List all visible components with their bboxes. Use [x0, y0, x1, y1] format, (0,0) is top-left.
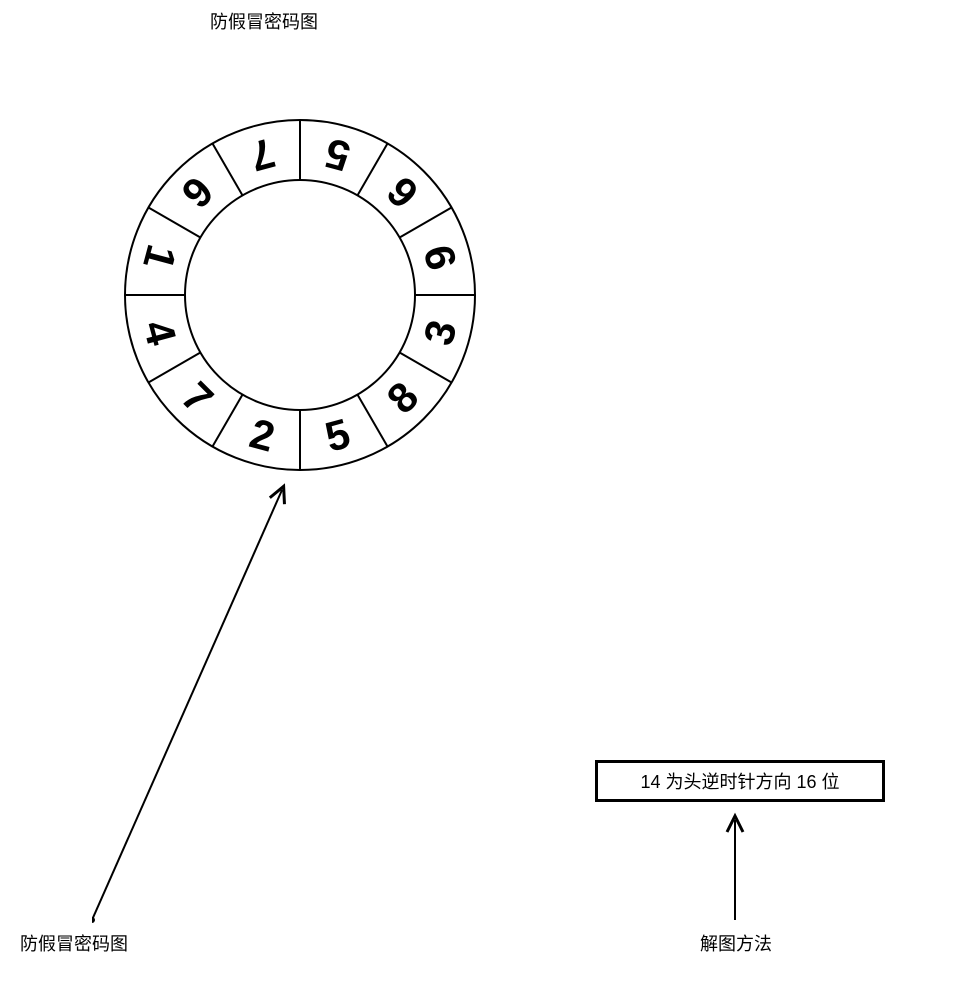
wheel-digit: 7 [245, 129, 280, 180]
inner-circle [185, 180, 415, 410]
segment-divider [358, 395, 388, 447]
wheel-digit: 4 [134, 315, 186, 350]
segment-divider [213, 143, 243, 195]
label-wheel: 防假冒密码图 [20, 930, 128, 956]
segment-divider [400, 353, 452, 383]
segment-dividers [125, 120, 475, 470]
segment-divider [213, 395, 243, 447]
label-method: 解图方法 [700, 930, 772, 956]
segment-divider [148, 208, 200, 238]
segment-divider [358, 143, 388, 195]
wheel-digit: 9 [414, 240, 465, 275]
wheel-digit: 8 [378, 373, 428, 423]
decode-method-box: 14 为头逆时针方向 16 位 [595, 760, 885, 802]
wheel-digit: 5 [320, 129, 355, 180]
decode-method-text: 14 为头逆时针方向 16 位 [640, 768, 839, 794]
wheel-svg: 938527416756 [120, 115, 480, 475]
wheel-digit: 1 [134, 240, 185, 275]
arrow-to-wheel [92, 480, 302, 930]
segment-divider [400, 208, 452, 238]
page-title: 防假冒密码图 [210, 8, 318, 34]
wheel-digit: 3 [414, 315, 465, 350]
wheel-digit: 2 [245, 409, 280, 460]
cipher-wheel: 938527416756 [120, 115, 480, 475]
wheel-digit: 6 [173, 168, 223, 218]
wheel-digit: 6 [378, 168, 428, 218]
arrow-to-method [720, 810, 760, 930]
segment-divider [148, 353, 200, 383]
wheel-digit: 5 [320, 409, 355, 460]
wheel-digit: 7 [173, 373, 223, 423]
